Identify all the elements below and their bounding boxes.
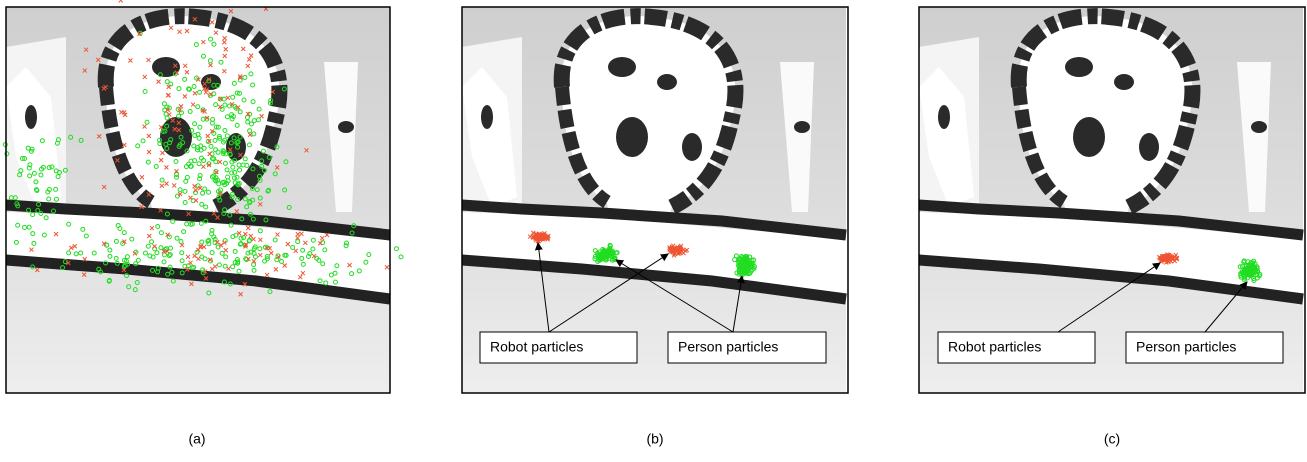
particle: [119, 0, 123, 2]
caption: (c): [1104, 431, 1120, 447]
caption: (a): [188, 431, 205, 447]
label: Person particles: [678, 339, 778, 355]
figure: (a) Robot particles Person particles (b)…: [0, 0, 1307, 457]
particle: [394, 247, 398, 251]
label: Person particles: [1136, 339, 1236, 355]
panel-c: Robot particles Person particles (c): [919, 7, 1305, 447]
particle: [399, 255, 403, 259]
panel-a: (a): [3, 0, 403, 447]
panel-b: Robot particles Person particles (b): [462, 7, 848, 447]
label: Robot particles: [490, 339, 583, 355]
caption: (b): [646, 431, 663, 447]
label: Robot particles: [948, 339, 1041, 355]
